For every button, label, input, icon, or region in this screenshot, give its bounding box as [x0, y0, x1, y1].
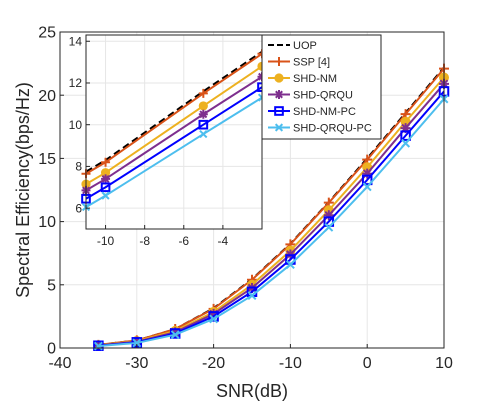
main-data-point: [247, 291, 257, 301]
inset-series-line: [85, 86, 263, 200]
inset-y-tick-label: 8: [75, 160, 82, 174]
main-data-point: [170, 330, 180, 340]
inset-tick-group: -10 -8 -6 -4 6 8 10 12 14: [69, 34, 229, 248]
legend-swatch-marker: [274, 123, 284, 132]
main-y-tick-label: 15: [38, 151, 56, 168]
main-data-point: [209, 314, 219, 324]
main-x-tick-label: -10: [279, 355, 302, 372]
legend-swatch-marker: [274, 57, 284, 66]
main-data-point: [285, 260, 295, 270]
inset-series-line: [85, 50, 263, 173]
inset-data-point: [101, 157, 111, 167]
legend-swatch-marker: [274, 106, 284, 116]
inset-data-point: [198, 88, 208, 98]
inset-data-point: [198, 101, 208, 111]
main-data-point: [132, 338, 142, 348]
main-x-tick-label: 10: [435, 355, 453, 372]
main-data-point: [170, 327, 181, 338]
legend-label: SSP [4]: [293, 57, 330, 69]
inset-background: [86, 35, 262, 229]
legend-item: SHD-NM: [268, 73, 337, 85]
main-data-point: [208, 308, 219, 319]
main-series-line: [98, 68, 445, 346]
legend: UOP SSP [4] SHD-NM SHD-QRQU SHD-NM-PC SHD-QRQ…: [261, 34, 382, 140]
inset-x-tick-label: -10: [97, 234, 115, 248]
y-axis-title: Spectral Efficiency(bps/Hz): [13, 82, 33, 298]
main-x-tick-label: -20: [202, 355, 225, 372]
main-y-tick-label: 10: [38, 214, 56, 231]
legend-label: SHD-QRQU-PC: [293, 123, 372, 135]
inset-y-tick-label: 6: [75, 201, 82, 215]
inset-data-point: [198, 109, 208, 119]
inset-data-point: [198, 119, 209, 130]
main-data-point: [323, 210, 334, 221]
main-data-point: [400, 130, 411, 141]
main-series-group: [93, 63, 450, 351]
main-data-point: [361, 174, 373, 186]
main-y-tick-label: 25: [38, 25, 56, 42]
main-y-tick-label: 20: [38, 88, 56, 105]
legend-label: SHD-QRQU: [293, 90, 353, 102]
x-axis-title: SNR(dB): [216, 381, 288, 401]
inset-y-tick-label: 12: [69, 76, 83, 90]
legend-label: SHD-NM: [293, 73, 337, 85]
legend-item: SSP [4]: [268, 57, 330, 69]
inset-series-line: [85, 52, 263, 175]
legend-label: UOP: [293, 40, 317, 52]
legend-swatch-marker: [274, 73, 284, 83]
main-series-shd-qrqu-pc: [93, 94, 449, 351]
inset-series-line: [85, 96, 263, 208]
legend-item: SHD-NM-PC: [268, 106, 356, 118]
inset-x-tick-label: -8: [139, 234, 150, 248]
main-y-tick-label: 0: [47, 341, 56, 358]
inset-x-tick-label: -6: [178, 234, 189, 248]
main-data-point: [400, 123, 411, 134]
main-tick-group: -40 -30 -20 -10 0 10 0 5 10 15 20 25: [38, 25, 453, 372]
legend-label: SHD-NM-PC: [293, 106, 356, 118]
inset-data-point: [101, 174, 111, 184]
inset-x-tick-label: -4: [218, 234, 229, 248]
main-y-tick-label: 5: [47, 277, 56, 294]
inset-series-line: [85, 65, 263, 186]
inset-data-point: [199, 130, 208, 139]
legend-item: UOP: [268, 40, 317, 52]
main-series-line: [98, 98, 445, 348]
inset-series-uop: [85, 50, 263, 173]
inset-y-tick-label: 10: [69, 118, 83, 132]
main-data-point: [362, 168, 373, 179]
inset-data-point: [101, 191, 110, 200]
legend-box: [261, 34, 382, 140]
main-data-point: [362, 182, 372, 192]
legend-items: UOP SSP [4] SHD-NM SHD-QRQU SHD-NM-PC SHD-QRQ…: [268, 40, 372, 135]
inset-data-point: [100, 182, 111, 193]
main-x-tick-label: -30: [125, 355, 148, 372]
legend-item: SHD-QRQU: [268, 90, 353, 102]
legend-item: SHD-QRQU-PC: [268, 123, 372, 135]
main-plot-frame: [59, 31, 445, 349]
main-x-tick-label: 0: [363, 355, 372, 372]
main-data-point: [93, 341, 103, 351]
inset-series-line: [85, 75, 263, 192]
main-data-point: [401, 138, 411, 148]
legend-swatch-marker: [274, 90, 284, 99]
main-data-point: [324, 222, 334, 232]
inset-y-tick-label: 14: [69, 34, 83, 48]
main-x-tick-label: -40: [48, 355, 71, 372]
